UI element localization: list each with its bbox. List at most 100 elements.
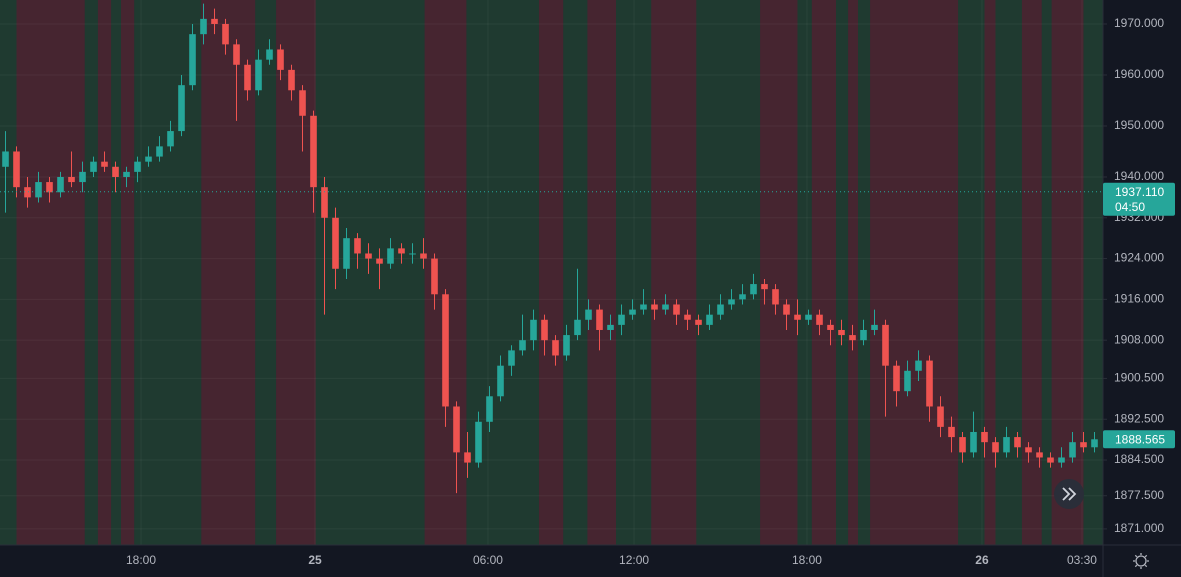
- candle-body: [233, 44, 240, 65]
- candle-body: [453, 406, 460, 453]
- candle-body: [860, 329, 867, 341]
- candle-body: [442, 294, 449, 407]
- x-tick-label: 18:00: [792, 553, 822, 567]
- candle-body: [1080, 442, 1087, 448]
- band-down: [587, 0, 616, 545]
- candle-body: [101, 161, 108, 167]
- candle-body: [497, 365, 504, 397]
- plot-area: [0, 0, 1103, 545]
- x-tick-label: 12:00: [619, 553, 649, 567]
- candle-body: [992, 442, 999, 453]
- candle-body: [761, 284, 768, 290]
- candle-body: [2, 151, 9, 167]
- candle-body: [640, 304, 647, 310]
- candle-body: [145, 156, 152, 162]
- candle-body: [673, 304, 680, 315]
- candle-body: [662, 304, 669, 310]
- settings-icon[interactable]: [1133, 553, 1149, 569]
- candle-body: [816, 314, 823, 325]
- candle-body: [222, 23, 229, 45]
- candle-body: [794, 314, 801, 320]
- candle-body: [695, 319, 702, 325]
- candle-body: [871, 324, 878, 330]
- candle-body: [937, 406, 944, 427]
- y-tick-label: 1970.000: [1114, 16, 1164, 30]
- candle-body: [519, 340, 526, 351]
- candle-body: [376, 258, 383, 264]
- candle-body: [244, 64, 251, 91]
- current-price-label: 1937.110: [1115, 185, 1164, 199]
- candle-body: [552, 340, 559, 356]
- band-down: [276, 0, 316, 545]
- candle-body: [431, 258, 438, 295]
- scroll-button[interactable]: [1054, 479, 1084, 509]
- candle-body: [739, 294, 746, 300]
- candle-body: [904, 370, 911, 392]
- candle-body: [156, 146, 163, 157]
- candle-body: [200, 18, 207, 35]
- band-down: [16, 0, 85, 545]
- candle-body: [596, 309, 603, 330]
- band-down: [539, 0, 564, 545]
- candle-body: [112, 166, 119, 177]
- x-tick-label: 26: [975, 553, 989, 567]
- candle-body: [541, 319, 548, 341]
- candle-body: [35, 182, 42, 198]
- candle-body: [882, 324, 889, 366]
- current-price-tag: [1103, 182, 1175, 216]
- candle-body: [277, 49, 284, 70]
- candle-body: [365, 253, 372, 259]
- band-down: [760, 0, 798, 545]
- candle-body: [343, 238, 350, 269]
- y-tick-label: 1892.500: [1114, 411, 1164, 425]
- band-down: [201, 0, 256, 545]
- band-down: [651, 0, 697, 545]
- candle-body: [266, 49, 273, 60]
- axes: 1970.0001960.0001950.0001940.0001932.000…: [0, 16, 1175, 567]
- candle-body: [79, 171, 86, 183]
- candle-body: [409, 253, 416, 255]
- y-tick-label: 1871.000: [1114, 521, 1164, 535]
- candle-body: [1036, 452, 1043, 458]
- band-down: [121, 0, 135, 545]
- candle-body: [893, 365, 900, 392]
- band-down: [97, 0, 112, 545]
- candle-body: [629, 309, 636, 315]
- candle-body: [508, 350, 515, 366]
- candle-body: [211, 18, 218, 24]
- candle-body: [310, 115, 317, 188]
- candle-body: [1091, 439, 1098, 448]
- candle-body: [420, 253, 427, 259]
- candle-body: [57, 176, 64, 193]
- candle-body: [475, 421, 482, 463]
- x-tick-label: 03:30: [1067, 553, 1097, 567]
- candle-body: [13, 151, 20, 188]
- last-price-tag: [1103, 430, 1175, 449]
- y-tick-label: 1900.500: [1114, 371, 1164, 385]
- candle-body: [684, 314, 691, 320]
- x-tick-label: 18:00: [126, 553, 156, 567]
- band-down: [1021, 0, 1042, 545]
- candle-body: [387, 248, 394, 264]
- candle-body: [299, 90, 306, 116]
- candle-body: [706, 314, 713, 325]
- band-down: [424, 0, 467, 545]
- candle-body: [189, 34, 196, 86]
- band-down: [1051, 0, 1084, 545]
- y-tick-label: 1908.000: [1114, 332, 1164, 346]
- candle-body: [607, 324, 614, 330]
- y-tick-label: 1950.000: [1114, 118, 1164, 132]
- band-down: [811, 0, 836, 545]
- candle-body: [1058, 457, 1065, 463]
- candle-body: [1014, 437, 1021, 448]
- candle-body: [805, 314, 812, 320]
- candle-body: [1025, 447, 1032, 453]
- band-down: [870, 0, 959, 545]
- candle-body: [332, 217, 339, 269]
- candle-body: [772, 289, 779, 305]
- candle-body: [926, 360, 933, 407]
- candle-body: [585, 309, 592, 320]
- candle-body: [90, 161, 97, 172]
- x-tick-label: 06:00: [473, 553, 503, 567]
